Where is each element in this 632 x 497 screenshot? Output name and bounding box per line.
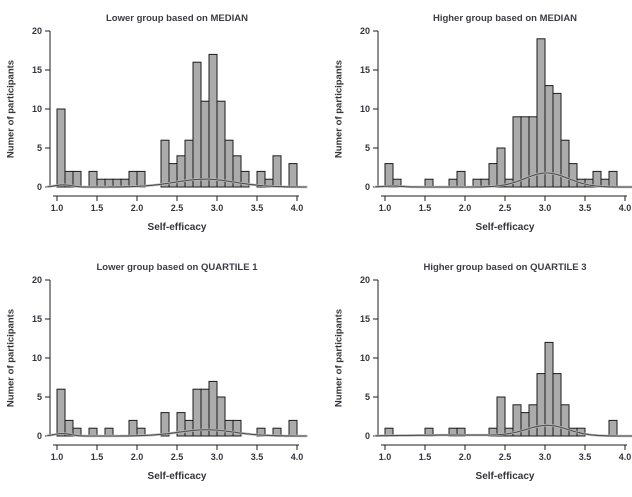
histogram-canvas: 0 5 10 15 20 1.0 1.5 2.0 2.5 3.0 3.5 4.0	[360, 26, 632, 213]
histogram-canvas: 0 5 10 15 20 1.0 1.5 2.0 2.5 3.0 3.5 4.0	[360, 275, 632, 462]
svg-text:1.5: 1.5	[91, 452, 104, 462]
panel-lower-quartile1: 0 5 10 15 20 1.0 1.5 2.0 2.5 3.0 3.5 4.0 Lower grou…	[0, 249, 316, 497]
svg-text:15: 15	[360, 314, 370, 324]
svg-text:20: 20	[32, 26, 42, 36]
svg-text:15: 15	[32, 314, 42, 324]
chart-title: Lower group based on QUARTILE 1	[96, 262, 258, 273]
y-axis-label: Numer of participants	[5, 59, 17, 159]
svg-text:3.5: 3.5	[251, 203, 264, 213]
y-axis-label: Numer of participants	[333, 308, 345, 408]
svg-text:20: 20	[360, 275, 370, 285]
svg-text:15: 15	[360, 65, 370, 75]
svg-text:1.0: 1.0	[379, 203, 392, 213]
x-axis-label: Self-efficacy	[147, 471, 207, 482]
svg-text:2.0: 2.0	[459, 203, 472, 213]
svg-text:0: 0	[37, 431, 42, 441]
svg-text:0: 0	[37, 182, 42, 192]
svg-text:1.5: 1.5	[91, 203, 104, 213]
svg-text:10: 10	[32, 104, 42, 114]
svg-text:0: 0	[365, 182, 370, 192]
histogram-canvas: 0 5 10 15 20 1.0 1.5 2.0 2.5 3.0 3.5 4.0	[32, 26, 308, 213]
svg-text:5: 5	[365, 143, 370, 153]
svg-text:10: 10	[360, 353, 370, 363]
svg-text:10: 10	[360, 104, 370, 114]
chart-title: Higher group based on QUARTILE 3	[423, 262, 587, 273]
svg-text:2.5: 2.5	[171, 452, 184, 462]
svg-text:2.5: 2.5	[499, 203, 512, 213]
svg-text:3.5: 3.5	[579, 203, 592, 213]
panel-lower-median: 0 5 10 15 20 1.0 1.5 2.0 2.5 3.0 3.5 4.0 Lower grou…	[0, 0, 316, 248]
svg-text:2.5: 2.5	[499, 452, 512, 462]
chart-title: Higher group based on MEDIAN	[432, 13, 578, 24]
svg-text:15: 15	[32, 65, 42, 75]
svg-text:1.0: 1.0	[51, 203, 64, 213]
svg-text:2.0: 2.0	[459, 452, 472, 462]
svg-text:3.0: 3.0	[211, 203, 224, 213]
x-axis-label: Self-efficacy	[475, 471, 535, 482]
svg-text:4.0: 4.0	[291, 203, 304, 213]
svg-text:0: 0	[365, 431, 370, 441]
panel-higher-quartile3: 0 5 10 15 20 1.0 1.5 2.0 2.5 3.0 3.5 4.0 Higher gro…	[316, 249, 632, 497]
svg-text:2.5: 2.5	[171, 203, 184, 213]
svg-text:1.0: 1.0	[51, 452, 64, 462]
svg-text:3.5: 3.5	[251, 452, 264, 462]
svg-text:5: 5	[37, 143, 42, 153]
svg-text:10: 10	[32, 353, 42, 363]
svg-text:3.0: 3.0	[211, 452, 224, 462]
svg-text:20: 20	[360, 26, 370, 36]
histogram-canvas: 0 5 10 15 20 1.0 1.5 2.0 2.5 3.0 3.5 4.0	[32, 275, 308, 462]
svg-text:2.0: 2.0	[131, 203, 144, 213]
svg-text:3.0: 3.0	[539, 452, 552, 462]
svg-text:5: 5	[365, 392, 370, 402]
svg-text:5: 5	[37, 392, 42, 402]
svg-text:3.0: 3.0	[539, 203, 552, 213]
x-axis-label: Self-efficacy	[147, 222, 207, 233]
svg-text:4.0: 4.0	[291, 452, 304, 462]
svg-text:1.0: 1.0	[379, 452, 392, 462]
svg-text:1.5: 1.5	[419, 452, 432, 462]
svg-text:2.0: 2.0	[131, 452, 144, 462]
chart-title: Lower group based on MEDIAN	[106, 13, 248, 24]
svg-text:4.0: 4.0	[619, 203, 632, 213]
svg-text:20: 20	[32, 275, 42, 285]
panel-higher-median: 0 5 10 15 20 1.0 1.5 2.0 2.5 3.0 3.5 4.0 Higher gro…	[316, 0, 632, 248]
y-axis-label: Numer of participants	[333, 59, 345, 159]
y-axis-label: Numer of participants	[5, 308, 17, 408]
svg-text:1.5: 1.5	[419, 203, 432, 213]
x-axis-label: Self-efficacy	[475, 222, 535, 233]
svg-text:3.5: 3.5	[579, 452, 592, 462]
svg-text:4.0: 4.0	[619, 452, 632, 462]
